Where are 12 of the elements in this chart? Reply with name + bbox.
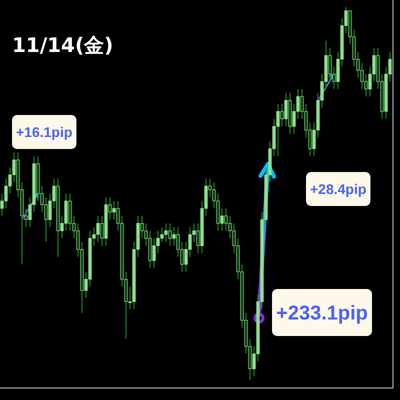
candlestick — [172, 226, 176, 246]
candlestick — [360, 62, 364, 90]
text: 11/14(金) — [12, 33, 114, 57]
candlestick — [4, 178, 8, 209]
candlestick — [96, 215, 100, 242]
candlestick — [112, 200, 116, 220]
candlestick — [164, 222, 168, 242]
annotation: +16.1pip — [16, 124, 72, 140]
candlestick — [160, 226, 164, 242]
annotation: +233.1pip — [276, 302, 368, 325]
candlestick — [328, 48, 332, 82]
annotation: +28.4pip — [310, 181, 366, 198]
